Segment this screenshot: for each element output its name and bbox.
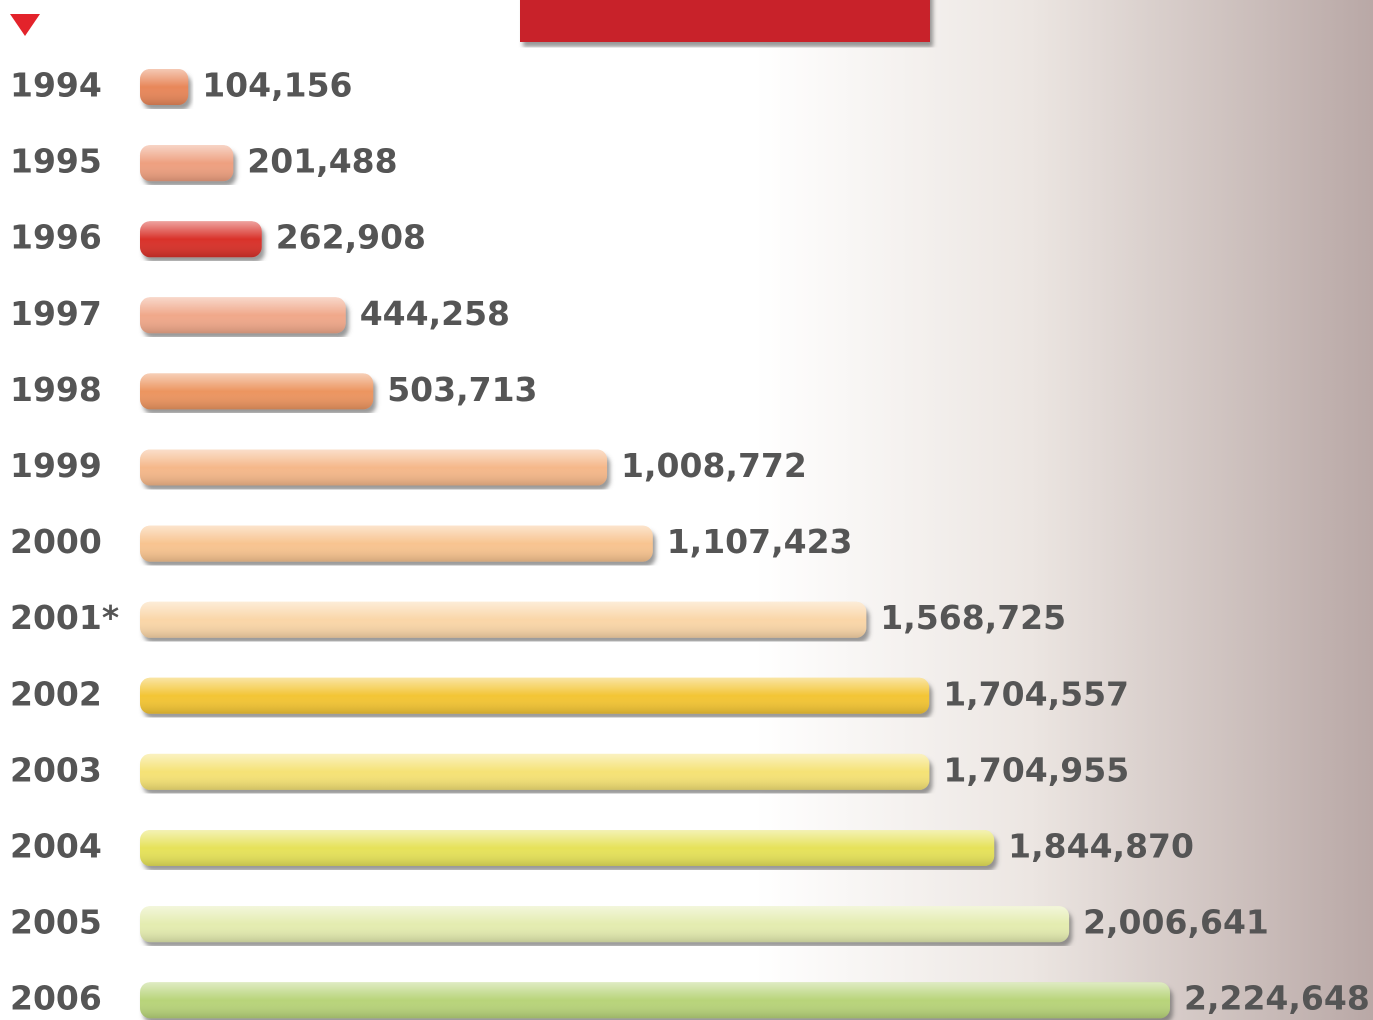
value-label: 1,008,772 xyxy=(621,446,807,485)
value-label: 503,713 xyxy=(387,370,537,409)
chart: 1994 104,156 1995 201,488 1996 262,908 1997 444… xyxy=(0,0,1373,1020)
bar-shine xyxy=(140,830,994,866)
value-label: 2,224,648 xyxy=(1184,979,1370,1018)
category-label: 1998 xyxy=(10,370,102,409)
value-label: 1,844,870 xyxy=(1008,827,1194,866)
value-label: 444,258 xyxy=(360,294,510,333)
value-label: 2,006,641 xyxy=(1083,903,1269,942)
category-label: 2004 xyxy=(10,827,102,866)
category-label: 1994 xyxy=(10,66,102,105)
bar-shine xyxy=(140,526,653,562)
category-label: 2003 xyxy=(10,750,102,789)
value-label: 1,704,557 xyxy=(943,674,1129,713)
bar-shine xyxy=(140,221,262,257)
bar-shine xyxy=(140,678,929,714)
category-label: 2000 xyxy=(10,522,102,561)
value-label: 1,704,955 xyxy=(943,750,1129,789)
page: 1994 104,156 1995 201,488 1996 262,908 1997 444… xyxy=(0,0,1373,1020)
bar-shine xyxy=(140,450,607,486)
shirt-image xyxy=(520,0,930,42)
value-label: 201,488 xyxy=(247,142,397,181)
category-label: 2001* xyxy=(10,598,119,637)
category-label: 1999 xyxy=(10,446,102,485)
bar-shine xyxy=(140,69,188,105)
category-label: 2005 xyxy=(10,903,102,942)
value-label: 262,908 xyxy=(276,218,426,257)
value-label: 1,568,725 xyxy=(880,598,1066,637)
category-label: 2006 xyxy=(10,979,102,1018)
category-label: 2002 xyxy=(10,674,102,713)
value-label: 104,156 xyxy=(202,66,352,105)
bar-shine xyxy=(140,754,929,790)
bar-shine xyxy=(140,602,866,638)
bar-shine xyxy=(140,297,346,333)
category-label: 1995 xyxy=(10,142,102,181)
bar-shine xyxy=(140,373,373,409)
value-label: 1,107,423 xyxy=(667,522,853,561)
bar-shine xyxy=(140,906,1069,942)
category-label: 1996 xyxy=(10,218,102,257)
category-label: 1997 xyxy=(10,294,102,333)
bar-shine xyxy=(140,982,1170,1018)
bar-shine xyxy=(140,145,233,181)
